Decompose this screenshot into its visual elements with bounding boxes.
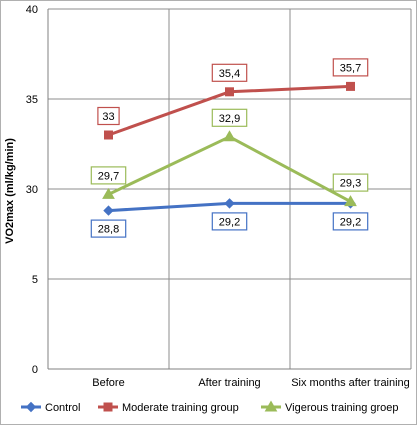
y-axis-label: VO2max (ml/kg/min)	[4, 138, 16, 244]
data-label-box	[332, 58, 369, 77]
data-label-box	[332, 173, 369, 192]
series-lines	[107, 84, 352, 213]
y-tick-labels: 0 5 30 35 40	[26, 4, 38, 376]
x-tick-label: Before	[92, 377, 124, 389]
data-label: 35,4	[219, 68, 240, 80]
legend-label: Moderate training group	[122, 402, 239, 414]
data-label: 28,8	[98, 224, 119, 236]
data-point-marker	[344, 195, 357, 207]
data-point-marker	[224, 198, 235, 209]
legend-marker	[264, 400, 278, 412]
data-label-box	[90, 219, 127, 238]
y-tick-label: 35	[26, 94, 38, 106]
data-label-box	[97, 106, 120, 126]
legend-marker	[103, 402, 113, 412]
x-tick-label: Six months after training	[291, 377, 410, 389]
data-label-box	[211, 108, 248, 127]
data-label-box	[332, 212, 369, 231]
data-point-marker	[225, 87, 234, 97]
legend-marker	[25, 401, 37, 413]
data-label: 29,2	[219, 216, 240, 228]
series-markers	[102, 81, 357, 216]
data-label: 33	[102, 111, 114, 123]
series-line	[107, 135, 352, 203]
y-tick-label: 0	[32, 364, 38, 376]
data-point-marker	[104, 130, 113, 140]
data-label: 29,7	[98, 170, 119, 182]
data-point-marker	[103, 205, 114, 216]
y-tick-label: 30	[26, 184, 38, 196]
legend: Control Moderate training group Vigerous t…	[21, 400, 399, 414]
data-label: 29,2	[340, 216, 361, 228]
data-labels: 28,8 29,2 29,2 33 35,4 35,7 29,7 32,9 29,3	[90, 58, 369, 238]
x-tick-labels: Before After training Six months after tra…	[92, 377, 410, 389]
data-label-box	[211, 212, 248, 231]
data-point-marker	[223, 130, 236, 142]
data-point-marker	[102, 187, 115, 199]
data-label: 35,7	[340, 62, 361, 74]
y-tick-label: 40	[26, 4, 38, 16]
legend-label: Vigerous training groep	[285, 402, 399, 414]
data-label-box	[90, 166, 127, 185]
x-tick-label: After training	[198, 377, 260, 389]
data-point-marker	[346, 81, 355, 91]
data-label: 29,3	[340, 178, 361, 190]
data-label-box	[211, 63, 248, 82]
data-label: 32,9	[219, 113, 240, 125]
y-tick-label: 5	[32, 274, 38, 286]
legend-label: Control	[45, 402, 80, 414]
